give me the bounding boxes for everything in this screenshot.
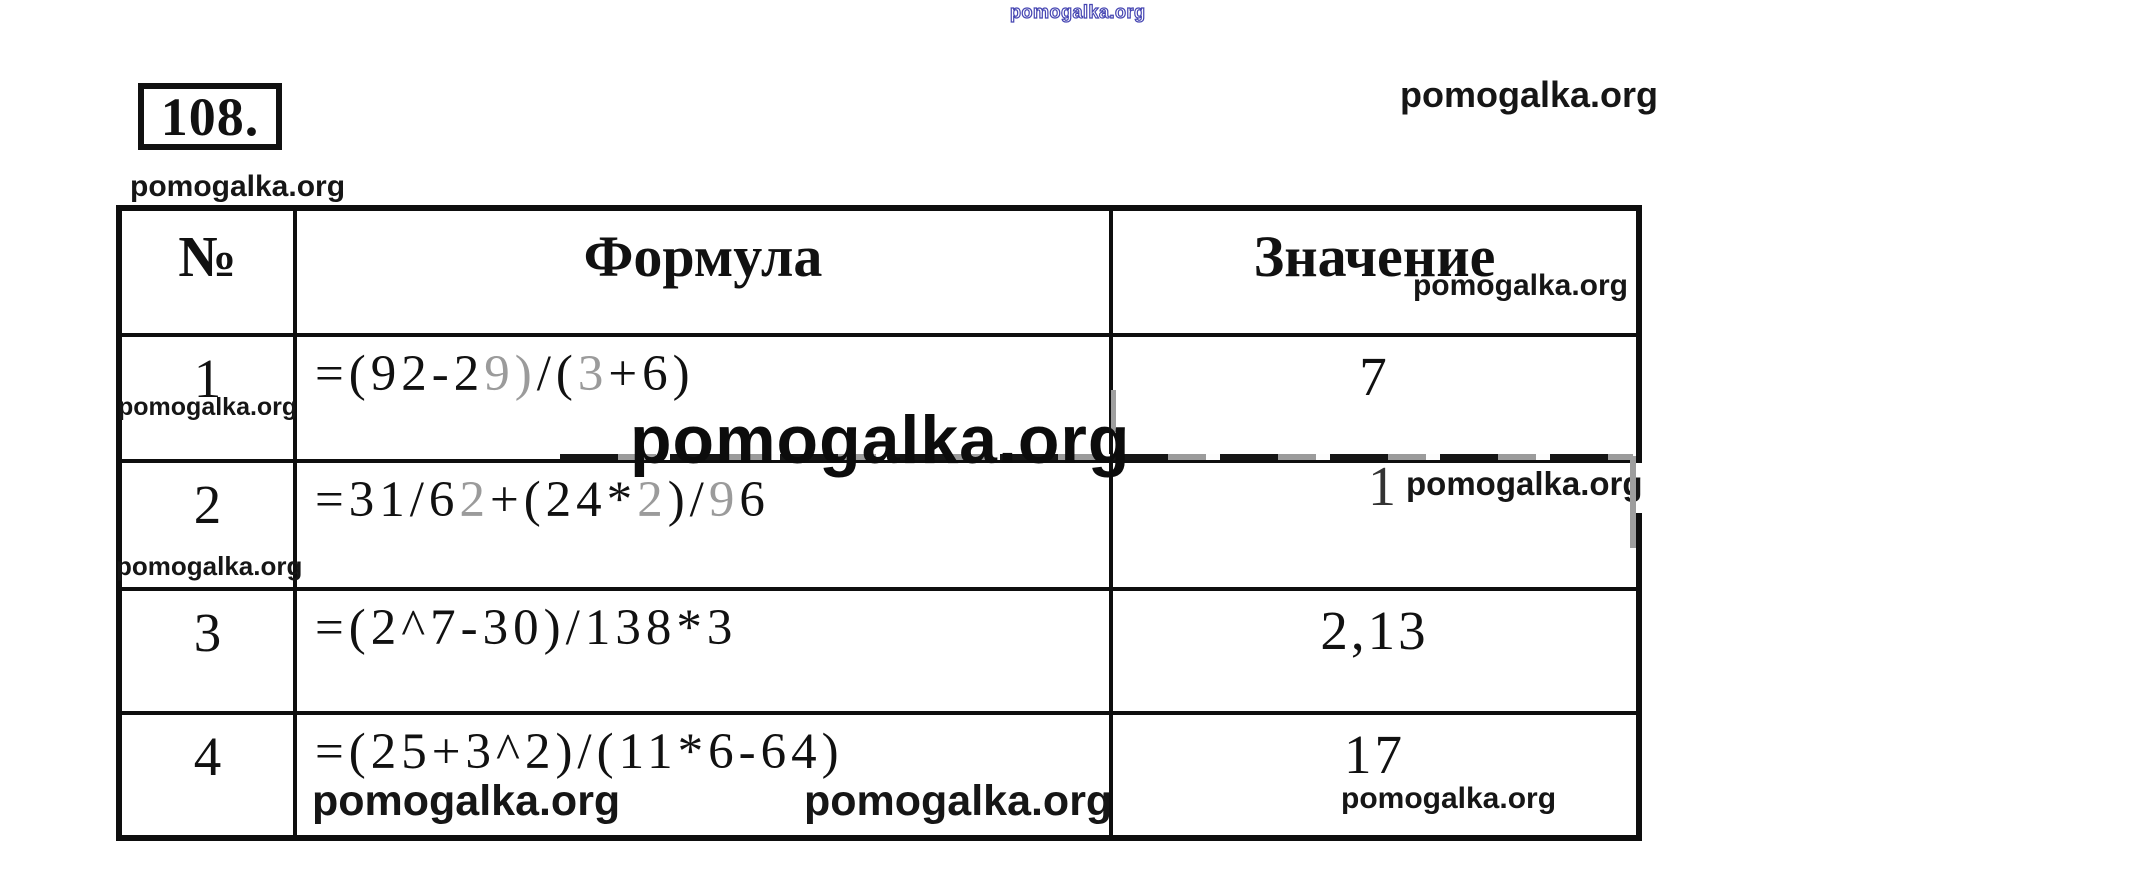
task-number: 108. xyxy=(160,86,260,147)
col-header-value-label: Значение xyxy=(1253,224,1496,289)
task-number-box: 108. xyxy=(138,83,282,150)
formula-text: =(92-29)/(3+6) xyxy=(315,345,1109,403)
formula-cell: =31/62+(24*2)/96 xyxy=(293,459,1113,591)
formula-cell: =(92-29)/(3+6) xyxy=(293,333,1113,463)
table-row: 2 =31/62+(24*2)/96 xyxy=(117,459,1641,591)
watermark-top-center: pomogalka.org xyxy=(1009,1,1146,22)
value-cell: 7 xyxy=(1109,333,1641,463)
value-cell: 17 xyxy=(1109,711,1641,840)
formula-segment: +6) xyxy=(608,346,695,402)
value-text: 17 xyxy=(1344,724,1405,785)
formula-segment: 9) xyxy=(484,346,537,402)
watermark-under-task-box: pomogalka.org xyxy=(130,170,346,203)
value-text: 7 xyxy=(1359,346,1390,407)
formula-segment: )/ xyxy=(667,472,709,528)
formula-text: =31/62+(24*2)/96 xyxy=(315,471,1109,529)
col-header-formula-label: Формула xyxy=(583,224,823,289)
formula-segment: 6 xyxy=(739,472,770,528)
col-header-number: № xyxy=(117,206,297,337)
formula-text: =(25+3^2)/(11*6-64) xyxy=(315,724,844,780)
value-cell: 2,13 xyxy=(1109,587,1641,715)
row-number-cell: 3 xyxy=(117,587,297,715)
row-number-cell: 1 xyxy=(117,333,297,463)
formula-segment: 9 xyxy=(708,472,740,528)
table-row: 4 =(25+3^2)/(11*6-64) 17 xyxy=(117,711,1641,840)
formula-segment: =31/6 xyxy=(315,472,460,528)
col-header-value: Значение pomogalka.org xyxy=(1109,206,1641,337)
formula-segment: +(24* xyxy=(489,472,638,528)
table-row: 3 =(2^7-30)/138*3 2,13 xyxy=(117,587,1641,715)
row-number: 1 xyxy=(193,348,222,409)
formula-segment: =(92-2 xyxy=(315,346,485,402)
formula-cell: =(25+3^2)/(11*6-64) xyxy=(293,711,1113,840)
row-number-cell: 4 xyxy=(117,711,297,840)
col-header-number-label: № xyxy=(178,224,237,289)
row-number: 4 xyxy=(193,726,222,787)
formula-cell: =(2^7-30)/138*3 xyxy=(293,587,1113,715)
table-header-row: № Формула Значение pomogalka.org xyxy=(117,206,1641,337)
watermark-top-right: pomogalka.org xyxy=(1400,74,1659,115)
formula-segment: /( xyxy=(536,346,578,402)
row-number: 2 xyxy=(193,474,222,535)
value-cell xyxy=(1109,459,1641,591)
formula-text: =(2^7-30)/138*3 xyxy=(315,600,738,656)
row-number-cell: 2 xyxy=(117,459,297,591)
formula-segment: 3 xyxy=(577,346,609,402)
col-header-formula: Формула xyxy=(293,206,1113,337)
answers-table: № Формула Значение pomogalka.org 1 =(92-… xyxy=(116,205,1642,841)
table-row: 1 =(92-29)/(3+6) 7 xyxy=(117,333,1641,463)
formula-segment: 2 xyxy=(637,472,668,528)
answers-table-wrap: № Формула Значение pomogalka.org 1 =(92-… xyxy=(116,205,1654,841)
row-number: 3 xyxy=(193,602,222,663)
formula-segment: 2 xyxy=(459,472,490,528)
value-text: 2,13 xyxy=(1320,600,1429,661)
